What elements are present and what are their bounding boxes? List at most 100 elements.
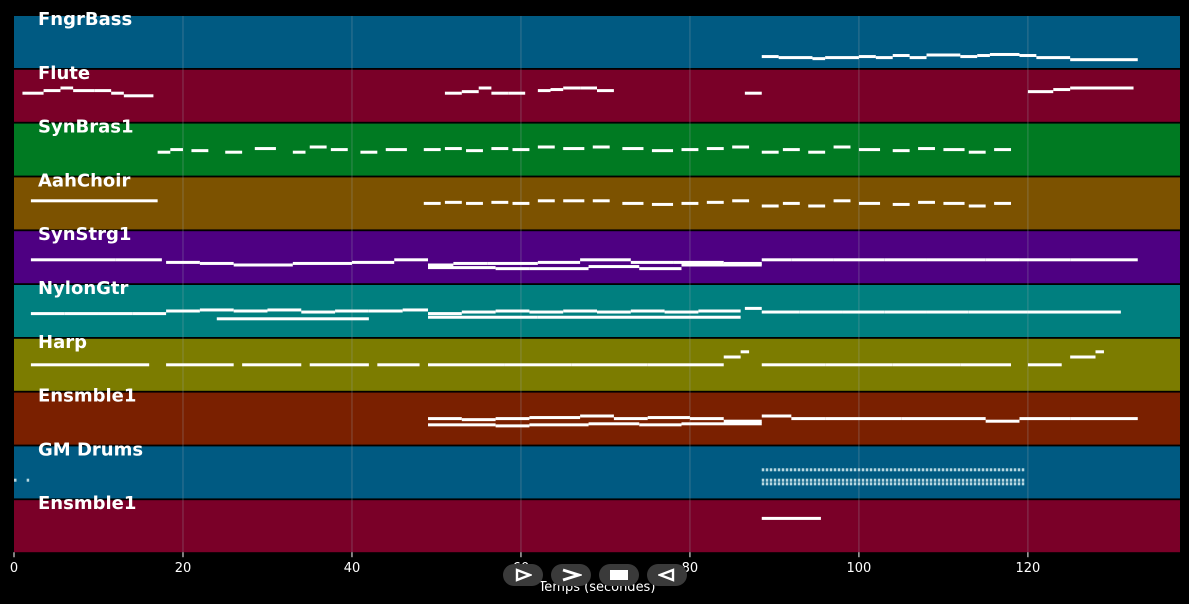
note [597, 310, 631, 314]
note [580, 86, 597, 90]
note [1013, 478, 1017, 482]
note [892, 149, 910, 153]
note [849, 478, 853, 482]
note [825, 363, 893, 367]
note [1070, 258, 1138, 262]
note [64, 312, 99, 316]
note [812, 57, 826, 61]
note [833, 468, 837, 472]
note [292, 261, 352, 265]
note [799, 310, 843, 314]
note [98, 312, 133, 316]
note [1070, 86, 1134, 90]
note [913, 478, 917, 482]
note [1070, 355, 1096, 359]
note [368, 309, 403, 313]
note [537, 89, 551, 93]
track-label: Ensmble1 [38, 493, 136, 514]
note [461, 90, 479, 94]
note [925, 482, 929, 486]
note [132, 312, 167, 316]
note [793, 482, 797, 486]
note [1013, 482, 1017, 486]
note [428, 363, 505, 367]
note [841, 482, 845, 486]
note [723, 355, 741, 359]
note [495, 417, 530, 421]
note [861, 468, 865, 472]
note [597, 89, 614, 93]
note [837, 482, 841, 486]
note [805, 482, 809, 486]
track-bands [14, 16, 1180, 553]
track-label: GM Drums [38, 439, 143, 460]
note [897, 468, 901, 472]
note [791, 258, 834, 262]
note [1005, 468, 1009, 472]
note [793, 478, 797, 482]
note [945, 468, 949, 472]
note [30, 312, 65, 316]
note [989, 482, 993, 486]
note [809, 478, 813, 482]
note [997, 468, 1001, 472]
note [833, 145, 851, 149]
note [825, 468, 829, 472]
note [1009, 482, 1013, 486]
note [901, 468, 905, 472]
note [681, 422, 762, 426]
note [777, 478, 781, 482]
note [965, 478, 969, 482]
note [1027, 363, 1062, 367]
note [491, 147, 509, 151]
note [761, 150, 779, 154]
note [884, 258, 927, 262]
note [857, 478, 861, 482]
note-series [157, 145, 1012, 154]
note [961, 478, 965, 482]
note [444, 91, 462, 95]
forward-button[interactable] [551, 564, 591, 586]
note [1001, 468, 1005, 472]
note [901, 417, 986, 421]
note [989, 52, 1020, 56]
note [813, 482, 817, 486]
note [943, 201, 965, 205]
note [773, 478, 777, 482]
back-icon [658, 568, 675, 582]
note [512, 148, 530, 152]
note [360, 150, 378, 154]
note [889, 478, 893, 482]
note [98, 363, 150, 367]
note [897, 478, 901, 482]
note [14, 478, 17, 482]
note [689, 417, 724, 421]
note [681, 148, 699, 152]
note [833, 482, 837, 486]
note [1001, 482, 1005, 486]
note [309, 363, 369, 367]
note [865, 468, 869, 472]
note [563, 199, 585, 203]
note [897, 482, 901, 486]
note [428, 315, 538, 319]
note [957, 478, 961, 482]
note [853, 478, 857, 482]
note [732, 199, 750, 203]
note [769, 468, 773, 472]
play-button[interactable] [503, 564, 543, 586]
note [529, 423, 589, 427]
note [73, 89, 95, 93]
note [529, 416, 581, 420]
note-series [761, 52, 1138, 62]
back-button[interactable] [647, 564, 687, 586]
stop-button[interactable] [599, 564, 639, 586]
note [225, 150, 243, 154]
track-label: NylonGtr [38, 278, 129, 299]
note [857, 482, 861, 486]
note [833, 199, 851, 203]
note [199, 261, 234, 265]
note [761, 468, 765, 472]
note [588, 265, 640, 269]
note [744, 306, 762, 310]
